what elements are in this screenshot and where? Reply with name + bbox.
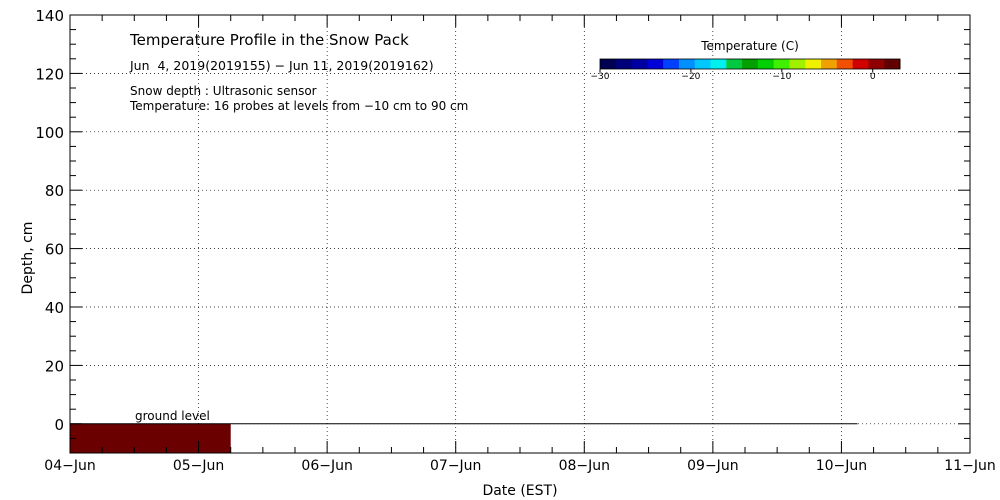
x-axis-label: Date (EST)	[482, 483, 557, 499]
x-tick-label: 09−Jun	[687, 458, 738, 474]
colorbar-cell	[789, 59, 806, 69]
colorbar: Temperature (C) −30 −20 −10 0	[591, 39, 901, 82]
chart-subtitle: Jun 4, 2019(2019155) − Jun 11, 2019(2019…	[129, 58, 434, 73]
chart-note-temperature: Temperature: 16 probes at levels from −1…	[129, 99, 468, 113]
y-tick-label: 140	[35, 7, 64, 25]
x-tick-label: 08−Jun	[559, 458, 610, 474]
x-tick-label: 11−Jun	[944, 458, 995, 474]
chart-title: Temperature Profile in the Snow Pack	[129, 31, 409, 49]
colorbar-cells	[599, 58, 901, 70]
colorbar-cell	[805, 59, 822, 69]
colorbar-cell	[868, 59, 885, 69]
colorbar-cell	[757, 59, 775, 69]
colorbar-cell	[631, 59, 648, 69]
ground-level-label: ground level	[135, 409, 210, 423]
colorbar-cell	[663, 59, 680, 69]
colorbar-cell	[836, 59, 854, 69]
x-tick-labels: 04−Jun 05−Jun 06−Jun 07−Jun 08−Jun 09−Jun 10−J…	[44, 458, 995, 474]
data-layer	[70, 423, 858, 453]
colorbar-cell	[710, 59, 727, 69]
y-tick-label: 120	[35, 65, 64, 83]
y-tick-label: 60	[45, 241, 64, 259]
colorbar-tick-label: 0	[870, 72, 876, 82]
x-tick-label: 06−Jun	[301, 458, 352, 474]
chart-note-snow-depth: Snow depth : Ultrasonic sensor	[130, 84, 317, 98]
colorbar-cell	[884, 59, 901, 69]
axis-ticks	[69, 14, 971, 454]
y-tick-labels: 0 20 40 60 80 100 120 140	[35, 7, 64, 434]
colorbar-cell	[742, 59, 759, 69]
colorbar-tick-label: −20	[681, 72, 700, 82]
colorbar-frame	[599, 58, 901, 70]
colorbar-ticks: −30 −20 −10 0	[591, 69, 876, 82]
y-axis-label: Depth, cm	[20, 222, 36, 295]
colorbar-cell	[694, 59, 712, 69]
colorbar-cell	[726, 59, 743, 69]
grid	[70, 15, 970, 453]
colorbar-label: Temperature (C)	[700, 39, 799, 53]
x-tick-label: 05−Jun	[173, 458, 224, 474]
colorbar-cell	[615, 59, 633, 69]
x-tick-label: 10−Jun	[816, 458, 867, 474]
colorbar-cell	[600, 59, 617, 69]
colorbar-cell	[773, 59, 790, 69]
y-tick-label: 20	[45, 357, 64, 375]
y-tick-label: 0	[54, 416, 64, 434]
y-tick-label: 40	[45, 299, 64, 317]
colorbar-cell	[821, 59, 838, 69]
x-tick-label: 04−Jun	[44, 458, 95, 474]
y-tick-label: 100	[35, 124, 64, 142]
colorbar-tick-label: −30	[591, 72, 610, 82]
colorbar-cell	[678, 59, 696, 69]
y-tick-label: 80	[45, 182, 64, 200]
colorbar-cell	[647, 59, 664, 69]
x-tick-label: 07−Jun	[430, 458, 481, 474]
colorbar-tick-label: −10	[772, 72, 791, 82]
colorbar-cell	[852, 59, 869, 69]
plot-frame	[69, 14, 971, 454]
temperature-heat-block	[70, 423, 231, 453]
